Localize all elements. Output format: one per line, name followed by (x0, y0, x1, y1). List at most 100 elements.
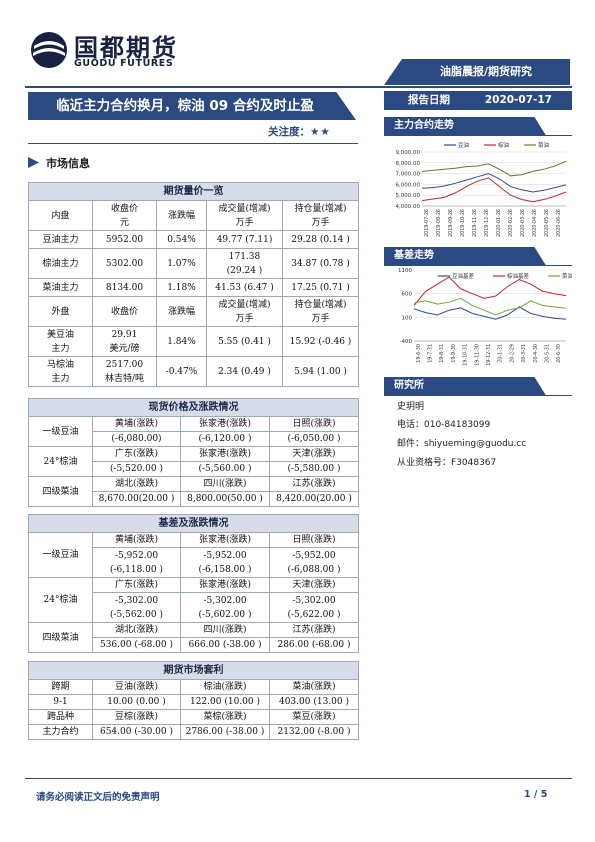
basis-table: 基差及涨跌情况 一级豆油 黄埔(涨跌) 张家港(涨跌) 日照(涨跌) -5,952.… (28, 514, 359, 653)
x-tick-label: 19-6-30 (416, 344, 422, 363)
analyst-phone: 电话：010-84183099 (397, 420, 491, 430)
legend-label: 豆油 (458, 141, 470, 149)
y-tick-label: -400 (400, 339, 413, 345)
y-tick-label: 9,000.00 (396, 150, 421, 156)
sidebar-divider (384, 265, 572, 266)
table-banner: 基差及涨跌情况 (28, 514, 359, 533)
table-banner: 期货市场套利 (28, 661, 359, 680)
table-banner: 期货量价一览 (27, 182, 360, 201)
x-tick-label: 2019-08-26 (436, 209, 442, 237)
futures-price-table: 期货量价一览 内盘 收盘价元 涨跌幅 成交量(增减) 万手 持仓量(增减) 万手 豆… (27, 182, 360, 387)
y-tick-label: 6,000.00 (396, 182, 421, 188)
product-cell: 24°棕油 (28, 577, 93, 623)
basis-chart-heading: 基差走势 (384, 247, 546, 265)
table-header-cell: 涨跌幅 (156, 200, 207, 231)
x-tick-label: 2020-03-26 (520, 209, 526, 237)
x-tick-label: 20-1-31 (498, 344, 504, 363)
y-tick-label: 8,000.00 (396, 161, 421, 167)
x-tick-label: 2019-10-26 (460, 209, 466, 237)
report-date-label: 报告日期 (408, 94, 450, 106)
guodu-logo-icon (31, 32, 67, 68)
table-row: 马棕油 主力 2517.00 林吉特/吨 -0.47% 2.34 (0.49 ) 5.… (28, 356, 360, 387)
x-tick-label: 19-11-30 (474, 344, 480, 366)
x-tick-label: 19-9-30 (451, 344, 457, 363)
report-date-bar: 报告日期 2020-07-17 (384, 91, 572, 110)
x-tick-label: 2020-01-26 (496, 209, 502, 237)
legend-label: 菜油 (538, 141, 550, 149)
table-header-cell: 成交量(增减) 万手 (206, 200, 283, 231)
table-row: 9-1 10.00 (0.00 ) 122.00 (10.00 ) 403.00 (1… (28, 694, 359, 710)
table-header-cell: 持仓量(增减) 万手 (281, 296, 360, 327)
y-tick-label: 600 (402, 292, 413, 298)
focus-label: 关注度： (268, 126, 310, 138)
y-tick-label: 7,000.00 (396, 172, 421, 178)
x-tick-label: 2019-12-26 (484, 209, 490, 237)
x-tick-label: 20-3-31 (521, 344, 527, 363)
y-tick-label: 1100 (398, 268, 412, 274)
x-tick-label: 20-2-29 (509, 344, 515, 363)
x-tick-label: 2020-04-26 (532, 209, 538, 237)
x-tick-label: 2019-07-26 (424, 209, 430, 237)
y-tick-label: 4,000.00 (396, 204, 421, 210)
x-tick-label: 2020-05-26 (544, 209, 550, 237)
product-cell: 一级豆油 (28, 532, 93, 578)
x-tick-label: 20-5-31 (544, 344, 550, 363)
series-line-1 (413, 276, 567, 306)
y-tick-label: 100 (402, 315, 413, 321)
table-header-cell: 涨跌幅 (156, 296, 207, 327)
analyst-email[interactable]: 邮件：shiyueming@guodu.cc (397, 439, 527, 449)
trend-line-chart: 9,000.00 8,000.00 7,000.00 6,000.00 5,000.00… (396, 141, 567, 237)
product-cell: 一级豆油 (28, 416, 93, 447)
trend-chart-heading: 主力合约走势 (384, 117, 546, 135)
sidebar-divider (384, 135, 572, 136)
x-tick-label: 19-12-31 (486, 344, 492, 366)
table-row: 菜油主力 8134.00 1.18% 41.53 (6.47 ) 17.25 (0.… (28, 278, 360, 297)
table-header-cell: 收盘价 (92, 296, 157, 327)
x-tick-label: 2019-09-26 (448, 209, 454, 237)
legend-label: 豆油基差 (452, 272, 475, 280)
table-banner: 现货价格及涨跌情况 (28, 398, 359, 417)
section-market-info: 市场信息 (28, 155, 90, 171)
x-tick-label: 19-8-31 (439, 344, 445, 363)
product-cell: 四级菜油 (28, 476, 93, 507)
x-tick-label: 19-7-31 (428, 344, 434, 363)
table-row: -5,952.00 (-6,118.00 ) -5,952.00 (-6,158.0… (29, 547, 359, 578)
table-header-cell: 内盘 (28, 200, 93, 231)
table-row: (-6,080.00) (-6,120.00 ) (-6,050.00 ) (29, 431, 359, 447)
report-category-tab: 油脂晨报/期货研究 (384, 59, 570, 85)
analyst-license: 从业资格号：F3048367 (397, 458, 497, 468)
logo-chinese-name: 国都期货 (74, 34, 178, 62)
table-row: 主力合约 654.00 (-30.00 ) 2786.00 (-38.00 ) 213… (28, 724, 359, 740)
product-cell: 四级菜油 (28, 622, 93, 653)
title-divider (28, 143, 358, 144)
x-tick-label: 20-4-30 (533, 344, 539, 363)
report-date-value: 2020-07-17 (484, 94, 552, 106)
table-row: (-5,520.00 ) (-5,560.00 ) (-5,580.00 ) (29, 461, 359, 477)
legend-label: 棕油基差 (507, 272, 530, 280)
table-header-cell: 持仓量(增减) 万手 (281, 200, 360, 231)
footer-divider (25, 778, 572, 779)
table-row: 豆油主力 5952.00 0.54% 49.77 (7.11) 29.28 (0.1… (28, 230, 360, 249)
series-line-2 (421, 160, 567, 177)
spot-price-table: 现货价格及涨跌情况 一级豆油 黄埔(涨跌) 张家港(涨跌) 日照(涨跌) (-6,0… (28, 398, 359, 507)
disclaimer-note: 请务必阅读正文后的免责声明 (36, 792, 160, 803)
table-header-cell: 外盘 (28, 296, 93, 327)
header-divider (25, 86, 572, 88)
analyst-name: 史玥明 (397, 402, 425, 412)
table-header-cell: 成交量(增减) 万手 (206, 296, 283, 327)
page-number: 1 / 5 (524, 789, 548, 800)
x-tick-label: 2019-11-26 (472, 209, 478, 237)
focus-rating: 关注度：★★ (268, 124, 331, 139)
x-tick-label: 2020-06-26 (556, 209, 562, 237)
logo-english-name: GUODU FUTURES (74, 58, 174, 69)
series-line-0 (413, 306, 567, 320)
table-row: 8,670.00(20.00 ) 8,800.00(50.00 ) 8,420.00… (29, 491, 359, 507)
analyst-heading: 研究所 (384, 377, 546, 395)
report-title: 临近主力合约换月，棕油 09 合约及时止盈 (28, 92, 356, 120)
section-arrow-icon (28, 157, 39, 168)
section-label: 市场信息 (46, 157, 90, 170)
legend-label: 棕油 (498, 141, 510, 149)
table-row: 美豆油 主力 29.91 美元/磅 1.84% 5.55 (0.41 ) 15.92 … (28, 326, 360, 357)
